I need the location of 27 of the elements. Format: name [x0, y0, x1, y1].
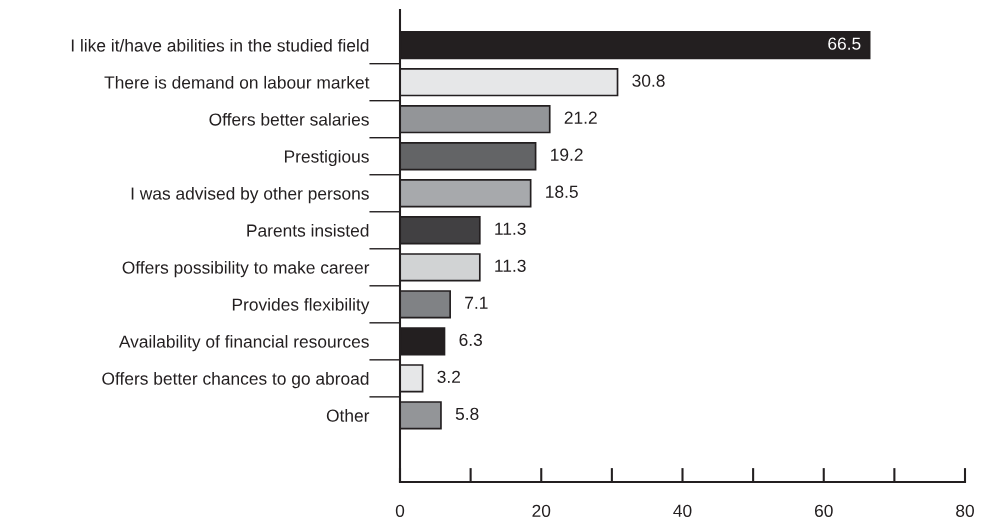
- y-tick-label: Prestigious: [284, 149, 369, 167]
- y-tick-label: Offers possibility to make career: [122, 261, 370, 278]
- y-tick-label: Availability of financial resources: [118, 335, 369, 352]
- x-tick-label: 0: [395, 504, 405, 517]
- y-tick-label: I was advised by other persons: [131, 186, 369, 204]
- y-tick-label: Provides flexibility: [232, 298, 370, 315]
- x-tick-label: 40: [673, 504, 692, 517]
- data-label: 18.5: [546, 185, 578, 198]
- data-label: 3.2: [437, 370, 460, 384]
- y-tick-label: I like it/have abilities in the studied field: [71, 38, 369, 52]
- data-label: 30.8: [632, 74, 665, 87]
- data-label: 19.2: [551, 148, 583, 161]
- x-tick-label: 60: [814, 504, 833, 517]
- x-tick-label: 80: [956, 504, 974, 517]
- y-tick-label: Offers better salaries: [209, 112, 369, 126]
- data-label: 21.2: [564, 111, 597, 124]
- data-label: 6.3: [459, 333, 482, 346]
- y-tick-label: Offers better chances to go abroad: [102, 372, 369, 389]
- y-tick-label: Parents insisted: [247, 223, 369, 237]
- data-label: 5.8: [455, 407, 479, 421]
- data-label: 66.5: [828, 37, 861, 50]
- y-tick-label: Other: [326, 409, 370, 422]
- data-label: 7.1: [465, 296, 488, 309]
- data-label: 11.3: [495, 259, 526, 272]
- x-tick-label: 20: [532, 504, 551, 517]
- y-tick-label: There is demand on labour market: [104, 75, 370, 89]
- data-label: 11.3: [495, 222, 526, 235]
